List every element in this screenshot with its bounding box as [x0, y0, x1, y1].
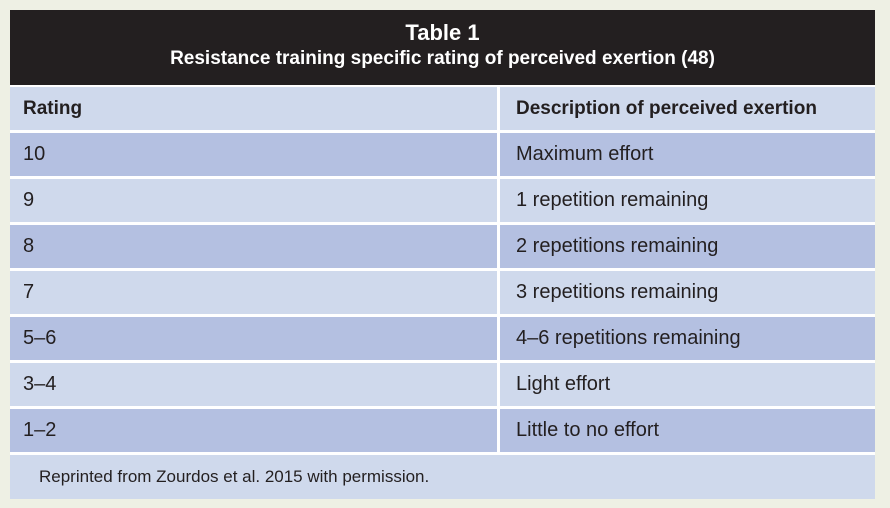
description-cell: 3 repetitions remaining [500, 271, 875, 314]
rating-cell: 3–4 [10, 363, 497, 406]
rating-cell: 8 [10, 225, 497, 268]
table-title: Table 1 [405, 20, 480, 45]
table-row: 8 2 repetitions remaining [10, 225, 875, 268]
description-cell: 1 repetition remaining [500, 179, 875, 222]
description-cell: Maximum effort [500, 133, 875, 176]
description-cell: 4–6 repetitions remaining [500, 317, 875, 360]
rating-cell: 5–6 [10, 317, 497, 360]
table-row: 10 Maximum effort [10, 133, 875, 176]
table-row: 9 1 repetition remaining [10, 179, 875, 222]
table-subtitle: Resistance training specific rating of p… [170, 48, 715, 69]
rating-cell: 7 [10, 271, 497, 314]
rpe-table: Table 1 Resistance training specific rat… [10, 10, 875, 499]
table-row: 5–6 4–6 repetitions remaining [10, 317, 875, 360]
header-description: Description of perceived exertion [500, 87, 875, 130]
table-header-row: Rating Description of perceived exertion [10, 87, 875, 130]
table-row: 1–2 Little to no effort [10, 409, 875, 452]
description-cell: 2 repetitions remaining [500, 225, 875, 268]
table-title-bar: Table 1 Resistance training specific rat… [10, 10, 875, 85]
rating-cell: 1–2 [10, 409, 497, 452]
rating-cell: 9 [10, 179, 497, 222]
description-cell: Little to no effort [500, 409, 875, 452]
table-row: 7 3 repetitions remaining [10, 271, 875, 314]
rating-cell: 10 [10, 133, 497, 176]
table-row: 3–4 Light effort [10, 363, 875, 406]
header-rating: Rating [10, 87, 497, 130]
description-cell: Light effort [500, 363, 875, 406]
table-footnote: Reprinted from Zourdos et al. 2015 with … [10, 455, 875, 499]
